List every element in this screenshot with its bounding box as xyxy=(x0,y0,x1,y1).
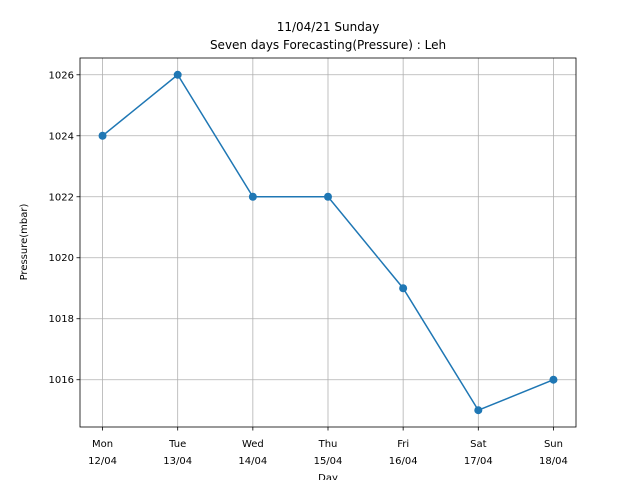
x-tick-label: Sat 17/04 xyxy=(464,439,493,467)
marker xyxy=(474,406,483,415)
x-tick-label: Wed 14/04 xyxy=(238,439,267,467)
y-tick-label: 1016 xyxy=(49,375,74,386)
marker xyxy=(549,375,558,384)
y-tick-label: 1026 xyxy=(49,70,74,81)
y-axis-label: Pressure(mbar) xyxy=(19,203,30,280)
plot-frame xyxy=(79,57,577,428)
y-tick-label: 1022 xyxy=(49,192,74,203)
x-tick-label: Thu 15/04 xyxy=(314,439,343,467)
x-tick-label: Sun 18/04 xyxy=(539,439,568,467)
y-tick-label: 1024 xyxy=(49,131,74,142)
marker xyxy=(399,284,408,293)
x-tick-label: Mon 12/04 xyxy=(88,439,117,467)
grid xyxy=(80,58,576,427)
marker xyxy=(98,131,107,140)
marker xyxy=(248,192,257,201)
marker xyxy=(173,70,182,79)
y-tick-label: 1018 xyxy=(49,314,74,325)
x-tick-label: Tue 13/04 xyxy=(163,439,192,467)
y-tick-label: 1020 xyxy=(49,253,74,264)
x-tick-label: Fri 16/04 xyxy=(389,439,418,467)
chart-title: 11/04/21 Sunday xyxy=(277,20,380,34)
marker xyxy=(324,192,332,201)
chart-subtitle: Seven days Forecasting(Pressure) : Leh xyxy=(210,38,446,52)
x-axis-label: Day xyxy=(318,473,338,480)
